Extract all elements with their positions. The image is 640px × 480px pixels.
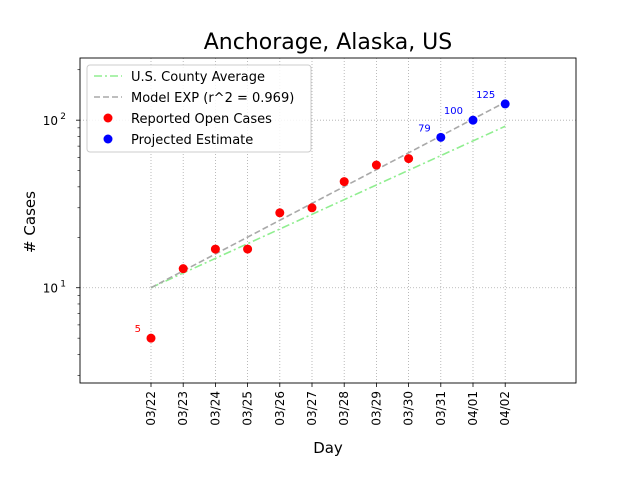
data-point (243, 244, 253, 254)
legend-marker-swatch (103, 113, 113, 123)
x-tick-label: 03/30 (402, 391, 416, 426)
x-tick-label: 03/26 (273, 391, 287, 426)
x-tick-label: 03/22 (144, 391, 158, 426)
series-line (150, 101, 506, 289)
data-label: 79 (418, 123, 431, 134)
data-point (500, 99, 510, 109)
x-tick-label: 03/27 (305, 391, 319, 426)
data-point (146, 333, 156, 343)
x-axis-label: Day (313, 439, 343, 457)
x-tick-label: 03/23 (176, 391, 190, 426)
data-point (404, 154, 414, 164)
legend-label: Model EXP (r^2 = 0.969) (131, 91, 294, 106)
axes: 03/22 03/23 03/24 03/25 03/26 03/27 03/28 03/29… (43, 57, 577, 426)
series-line (150, 125, 506, 289)
y-tick-exponent: 2 (60, 112, 66, 122)
series-layer: 5 79 100 125 (135, 90, 510, 343)
chart-title: Anchorage, Alaska, US (204, 30, 453, 55)
legend-box (86, 64, 312, 153)
x-tick-label: 04/02 (498, 391, 512, 426)
legend: U.S. County Average Model EXP (r^2 = 0.96… (86, 64, 312, 153)
x-tick-label: 03/29 (369, 391, 383, 426)
data-point (371, 160, 381, 170)
data-label: 100 (444, 106, 463, 117)
data-point (178, 264, 188, 274)
legend-label: U.S. County Average (131, 70, 265, 85)
x-tick-label: 04/01 (466, 391, 480, 426)
data-label: 5 (135, 324, 141, 335)
data-point (339, 177, 349, 187)
y-tick-label: 10 (43, 114, 58, 128)
data-label: 125 (476, 90, 495, 101)
x-tick-label: 03/24 (208, 391, 222, 426)
x-tick-label: 03/28 (337, 391, 351, 426)
data-point (210, 244, 220, 254)
legend-marker-swatch (103, 134, 113, 144)
data-point (436, 132, 446, 142)
plot-frame (79, 57, 577, 384)
legend-label: Reported Open Cases (131, 112, 272, 127)
y-axis-label: # Cases (21, 191, 39, 253)
data-point (275, 208, 285, 218)
x-tick-label: 03/31 (434, 391, 448, 426)
legend-label: Projected Estimate (131, 133, 253, 148)
data-point (307, 203, 317, 213)
data-point (468, 115, 478, 125)
y-tick-label: 10 (43, 282, 58, 296)
x-tick-label: 03/25 (241, 391, 255, 426)
y-tick-exponent: 1 (60, 280, 66, 290)
